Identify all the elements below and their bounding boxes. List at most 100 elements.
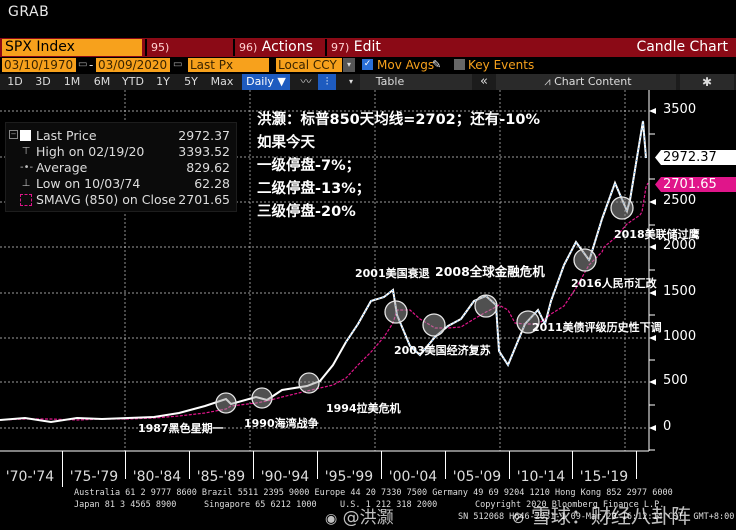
date-separator: -: [89, 58, 94, 72]
legend-value: 62.28: [194, 176, 230, 191]
mov-avgs-label[interactable]: Mov Avgs: [377, 58, 435, 72]
legend-label: High on 02/19/20: [36, 144, 145, 159]
smavg-swatch-icon: [20, 194, 32, 206]
ticker-input[interactable]: SPX Index: [2, 39, 142, 56]
annotation-line: 如果今天: [257, 135, 315, 151]
calendar-icon[interactable]: ▭: [173, 59, 183, 70]
legend-row-last-price[interactable]: Last Price 2972.37: [6, 128, 236, 144]
legend-value: 2972.37: [178, 128, 230, 143]
edit-button[interactable]: 97) Edit ▾: [325, 39, 393, 71]
actions-label: Actions: [261, 39, 313, 55]
y-tick-2500: 2500: [663, 193, 697, 208]
line-chart-icon[interactable]: 〰: [300, 75, 312, 88]
settings-bg: [680, 74, 734, 90]
range-5y[interactable]: 5Y: [184, 75, 198, 88]
event-label-1990: 1990海湾战争: [244, 417, 319, 430]
xueqiu-watermark: ⊘ 雪球：财经八卦阵: [512, 500, 691, 529]
footer-contacts-singapore: Singapore 65 6212 1000: [204, 500, 317, 510]
key-events-checkbox[interactable]: [454, 59, 465, 70]
event-label-1994: 1994拉美危机: [326, 402, 401, 415]
last-price-line: [0, 120, 647, 424]
range-1y[interactable]: 1Y: [156, 75, 170, 88]
legend-value: 2701.65: [178, 192, 230, 207]
weibo-handle: @洪灏: [342, 508, 394, 528]
period-label: '70-'74: [5, 469, 55, 485]
mov-avgs-checkbox[interactable]: ✓: [362, 59, 373, 70]
period-label: '05-'09: [452, 469, 502, 485]
range-1d[interactable]: 1D: [7, 75, 23, 88]
calendar-icon[interactable]: ▭: [78, 59, 88, 70]
footer-session-info: SN 512068 H646-2031-1 09-Mar-20 16:12:14…: [458, 512, 735, 522]
event-circle-2003: [422, 313, 446, 337]
period-label: '80-'84: [132, 469, 182, 485]
legend-row-high[interactable]: ⊤ High on 02/19/20 3393.52: [6, 144, 236, 160]
chart-legend: − Last Price 2972.37 ⊤ High on 02/19/20 …: [5, 122, 237, 212]
end-date-input[interactable]: 03/09/2020: [96, 58, 170, 72]
last-price-swatch-icon: [20, 130, 31, 141]
price-field-select[interactable]: Last Px: [188, 58, 269, 72]
chart-content-icon: ⩘: [544, 75, 551, 88]
period-label: '95-'99: [324, 469, 374, 485]
event-label-2001: 2001美国衰退: [355, 267, 430, 280]
sma-price-tag: 2701.65: [655, 177, 736, 192]
legend-row-low[interactable]: ⊥ Low on 10/03/74 62.28: [6, 176, 236, 192]
chart-content-label: Chart Content: [554, 75, 632, 88]
annotation-line: 一级停盘-7%；: [257, 158, 361, 174]
average-marker-icon: -•-: [20, 162, 34, 173]
event-circle-1994: [298, 372, 320, 394]
event-circle-1987: [215, 392, 237, 414]
event-circle-2018: [610, 196, 634, 220]
y-tick-500: 500: [663, 373, 688, 388]
edit-label: Edit: [353, 39, 381, 55]
event-label-2008: 2008全球金融危机: [435, 264, 545, 279]
weibo-icon: ◉: [325, 511, 338, 527]
legend-row-smavg[interactable]: SMAVG (850) on Close 2701.65: [6, 192, 236, 208]
table-button-bg: [360, 74, 472, 90]
event-label-1987: 1987黑色星期一: [138, 422, 224, 435]
candle-chart-icon[interactable]: ⫶: [318, 74, 336, 90]
footer-copyright: Copyright 2020 Bloomberg Finance L.P.: [475, 500, 665, 510]
event-circle-2008: [474, 294, 498, 318]
collapse-legend-icon[interactable]: −: [9, 130, 18, 139]
period-label: '10-'14: [516, 469, 566, 485]
pencil-icon[interactable]: ✎: [432, 58, 442, 71]
weibo-watermark: ◉ @洪灏: [325, 503, 394, 528]
compare-number: 95): [151, 41, 170, 54]
event-circle-2016: [573, 248, 597, 272]
key-events-label[interactable]: Key Events: [468, 58, 535, 72]
compare-button[interactable]: 95) Compare: [145, 39, 231, 72]
range-ytd[interactable]: YTD: [122, 75, 144, 88]
footer-contacts-line1: Australia 61 2 9777 8600 Brazil 5511 239…: [74, 488, 673, 498]
settings-gear-icon[interactable]: ✱: [701, 75, 713, 89]
period-axis: [0, 451, 649, 487]
legend-label: SMAVG (850) on Close: [36, 192, 176, 207]
y-tick-1000: 1000: [663, 329, 697, 344]
range-1m[interactable]: 1M: [63, 75, 81, 88]
table-button[interactable]: Table: [375, 75, 405, 88]
legend-row-average[interactable]: -•- Average 829.62: [6, 160, 236, 176]
collapse-icon[interactable]: «: [480, 74, 488, 89]
footer-contacts-japan: Japan 81 3 4565 8900: [74, 500, 177, 510]
range-max[interactable]: Max: [210, 75, 234, 88]
chart-type-title: Candle Chart: [636, 39, 728, 55]
currency-select[interactable]: Local CCY: [276, 58, 342, 72]
range-6m[interactable]: 6M: [93, 75, 111, 88]
chart-type-dropdown-icon[interactable]: ▾: [348, 77, 353, 86]
event-label-2011: 2011美债评级历史性下调: [532, 321, 662, 334]
legend-label: Last Price: [36, 128, 97, 143]
event-circle-2011: [516, 310, 540, 334]
legend-label: Low on 10/03/74: [36, 176, 141, 191]
period-label: '90-'94: [260, 469, 310, 485]
chart-content-button[interactable]: ⩘ Chart Content: [528, 74, 648, 90]
y-tick-3500: 3500: [663, 102, 697, 117]
frequency-select[interactable]: Daily ▼: [242, 74, 290, 90]
event-label-2003: 2003美国经济复苏: [394, 344, 491, 357]
last-price-tag: 2972.37: [655, 150, 736, 165]
actions-button[interactable]: 96) Actions ▾: [233, 39, 323, 71]
range-3d[interactable]: 3D: [35, 75, 51, 88]
event-label-2018: 2018美联储过鹰: [614, 228, 700, 241]
axis-arrows: [649, 108, 656, 431]
currency-dropdown-icon[interactable]: ▾: [343, 58, 355, 72]
annotation-line: 二级停盘-13%；: [257, 181, 371, 197]
start-date-input[interactable]: 03/10/1970: [2, 58, 76, 72]
